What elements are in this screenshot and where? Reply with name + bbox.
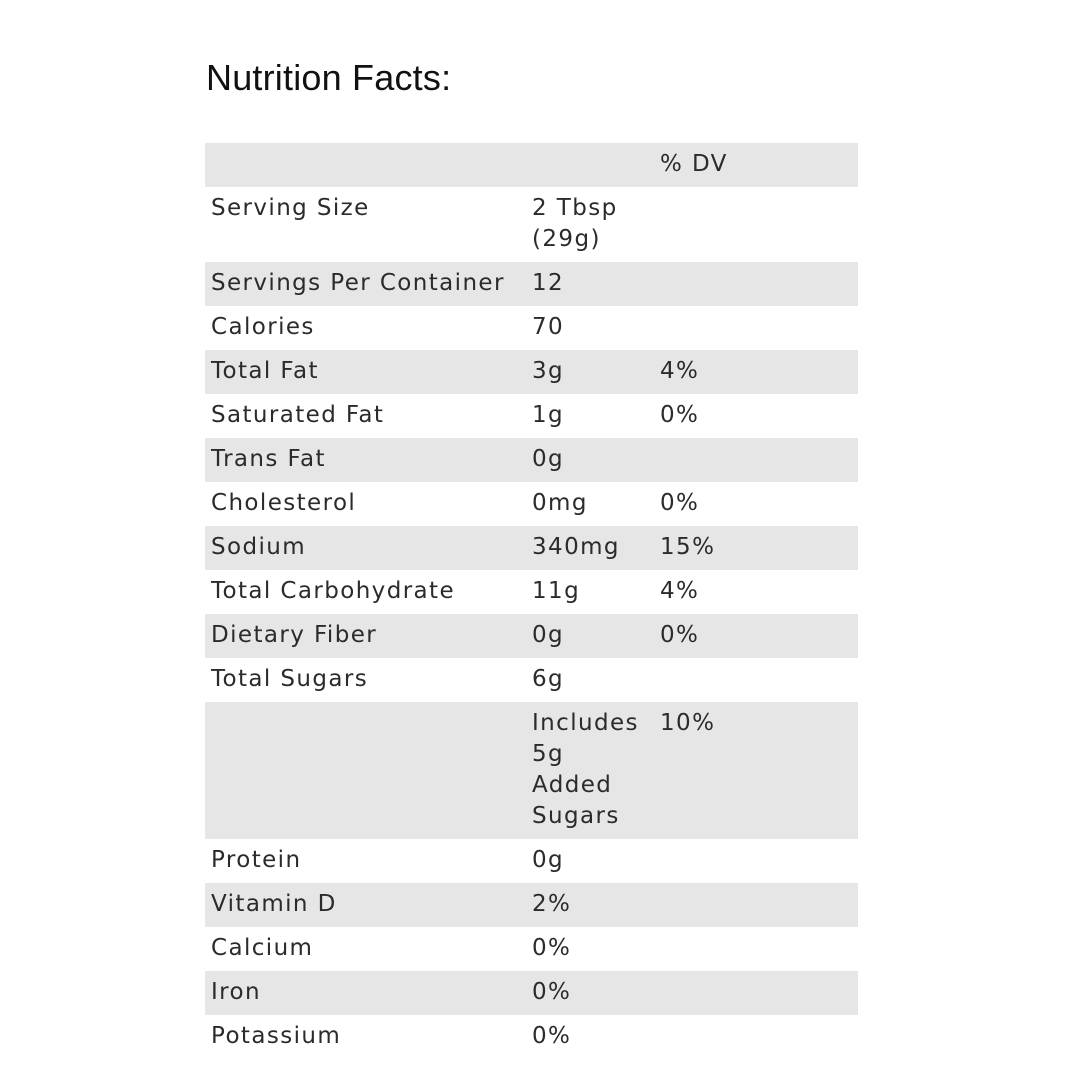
nutrient-daily-value xyxy=(654,971,858,1015)
nutrient-label: Sodium xyxy=(205,526,526,570)
nutrient-label: Serving Size xyxy=(205,187,526,262)
table-row-protein: Protein 0g xyxy=(205,839,858,883)
nutrient-amount: 0g xyxy=(526,839,654,883)
header-cell-daily-value: % DV xyxy=(654,143,858,187)
nutrient-label: Saturated Fat xyxy=(205,394,526,438)
nutrient-daily-value: 4% xyxy=(654,350,858,394)
nutrient-amount: 3g xyxy=(526,350,654,394)
nutrient-amount: 0% xyxy=(526,971,654,1015)
table-row-vitamin-d: Vitamin D 2% xyxy=(205,883,858,927)
table-row-calories: Calories 70 xyxy=(205,306,858,350)
nutrient-daily-value xyxy=(654,1015,858,1059)
table-row-sodium: Sodium 340mg 15% xyxy=(205,526,858,570)
nutrient-label: Trans Fat xyxy=(205,438,526,482)
nutrient-label: Cholesterol xyxy=(205,482,526,526)
nutrient-daily-value: 0% xyxy=(654,394,858,438)
nutrient-daily-value: 0% xyxy=(654,482,858,526)
table-row-calcium: Calcium 0% xyxy=(205,927,858,971)
nutrient-label: Dietary Fiber xyxy=(205,614,526,658)
nutrient-daily-value xyxy=(654,187,858,262)
table-row-total-sugars: Total Sugars 6g xyxy=(205,658,858,702)
nutrition-table-body: % DV Serving Size 2 Tbsp (29g) Servings … xyxy=(205,143,858,1059)
nutrient-amount: 2 Tbsp (29g) xyxy=(526,187,654,262)
table-header-row: % DV xyxy=(205,143,858,187)
nutrient-daily-value xyxy=(654,262,858,306)
nutrient-daily-value: 0% xyxy=(654,614,858,658)
table-row-serving-size: Serving Size 2 Tbsp (29g) xyxy=(205,187,858,262)
nutrient-amount: 12 xyxy=(526,262,654,306)
nutrient-amount: 2% xyxy=(526,883,654,927)
nutrient-label: Total Sugars xyxy=(205,658,526,702)
nutrient-amount: 340mg xyxy=(526,526,654,570)
nutrient-daily-value xyxy=(654,883,858,927)
table-row-cholesterol: Cholesterol 0mg 0% xyxy=(205,482,858,526)
nutrient-label: Protein xyxy=(205,839,526,883)
nutrient-daily-value xyxy=(654,658,858,702)
nutrient-amount: Includes 5g Added Sugars xyxy=(526,702,654,839)
nutrient-daily-value xyxy=(654,306,858,350)
table-row-trans-fat: Trans Fat 0g xyxy=(205,438,858,482)
nutrient-amount: 0g xyxy=(526,614,654,658)
nutrient-daily-value: 15% xyxy=(654,526,858,570)
nutrient-label: Iron xyxy=(205,971,526,1015)
nutrient-amount: 11g xyxy=(526,570,654,614)
table-row-saturated-fat: Saturated Fat 1g 0% xyxy=(205,394,858,438)
nutrient-daily-value xyxy=(654,438,858,482)
table-row-servings-per-container: Servings Per Container 12 xyxy=(205,262,858,306)
table-row-potassium: Potassium 0% xyxy=(205,1015,858,1059)
nutrient-daily-value xyxy=(654,839,858,883)
table-row-total-carbohydrate: Total Carbohydrate 11g 4% xyxy=(205,570,858,614)
nutrient-amount: 0g xyxy=(526,438,654,482)
nutrient-amount: 0mg xyxy=(526,482,654,526)
nutrient-label: Total Carbohydrate xyxy=(205,570,526,614)
nutrient-amount: 0% xyxy=(526,1015,654,1059)
nutrient-daily-value xyxy=(654,927,858,971)
header-cell-nutrient xyxy=(205,143,526,187)
nutrition-facts-table: % DV Serving Size 2 Tbsp (29g) Servings … xyxy=(205,143,858,1059)
nutrient-amount: 70 xyxy=(526,306,654,350)
nutrient-label: Calcium xyxy=(205,927,526,971)
nutrient-label: Potassium xyxy=(205,1015,526,1059)
nutrient-amount: 0% xyxy=(526,927,654,971)
nutrient-amount: 6g xyxy=(526,658,654,702)
nutrient-label xyxy=(205,702,526,839)
nutrient-label: Total Fat xyxy=(205,350,526,394)
nutrient-label: Calories xyxy=(205,306,526,350)
page-title: Nutrition Facts: xyxy=(206,57,452,98)
nutrient-label: Vitamin D xyxy=(205,883,526,927)
header-cell-amount xyxy=(526,143,654,187)
table-row-total-fat: Total Fat 3g 4% xyxy=(205,350,858,394)
table-row-dietary-fiber: Dietary Fiber 0g 0% xyxy=(205,614,858,658)
nutrient-label: Servings Per Container xyxy=(205,262,526,306)
nutrient-daily-value: 10% xyxy=(654,702,858,839)
nutrient-amount: 1g xyxy=(526,394,654,438)
nutrient-daily-value: 4% xyxy=(654,570,858,614)
table-row-iron: Iron 0% xyxy=(205,971,858,1015)
table-row-added-sugars: Includes 5g Added Sugars 10% xyxy=(205,702,858,839)
